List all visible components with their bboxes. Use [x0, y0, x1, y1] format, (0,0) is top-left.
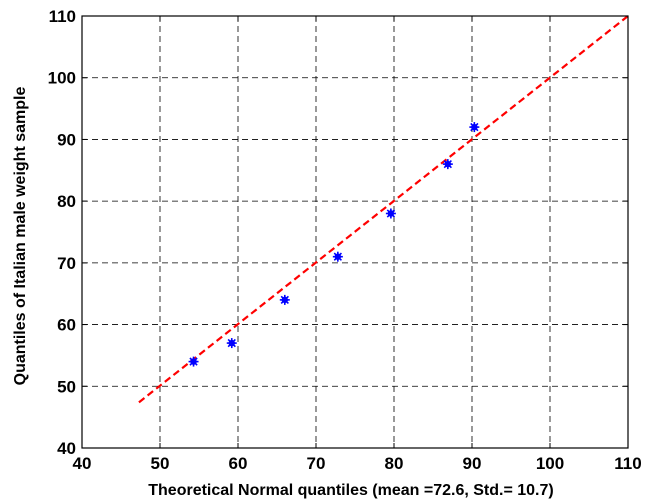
x-axis-ticks: 40 50 60 70 80 90 100 110 [73, 16, 642, 473]
y-tick-label: 70 [57, 254, 76, 273]
y-tick-label: 100 [48, 69, 76, 88]
x-tick-label: 90 [463, 454, 482, 473]
y-tick-label: 110 [49, 7, 76, 26]
y-tick-label: 80 [57, 192, 76, 211]
y-axis-label: Quantiles of Italian male weight sample [12, 87, 29, 386]
axes-box [81, 15, 629, 449]
x-tick-label: 60 [229, 454, 248, 473]
data-point [469, 122, 480, 133]
reference-fit-line [138, 15, 629, 404]
data-point [188, 356, 199, 367]
data-points-layer [188, 122, 480, 367]
x-tick-label: 40 [73, 454, 92, 473]
y-tick-label: 60 [57, 316, 76, 335]
x-tick-label: 50 [151, 454, 170, 473]
reference-line-layer [138, 15, 629, 404]
data-point [385, 208, 396, 219]
y-tick-label: 90 [57, 130, 76, 149]
y-tick-label: 40 [57, 439, 76, 458]
x-axis-label: Theoretical Normal quantiles (mean =72.6… [148, 482, 553, 499]
x-tick-label: 100 [536, 454, 564, 473]
x-tick-label: 80 [385, 454, 404, 473]
x-tick-label: 70 [307, 454, 326, 473]
x-tick-label: 110 [614, 454, 641, 473]
data-point [279, 294, 290, 305]
data-point [332, 251, 343, 262]
grid-lines [82, 16, 628, 448]
data-point [226, 338, 237, 349]
data-point [442, 159, 453, 170]
y-tick-label: 50 [57, 377, 76, 396]
y-axis-ticks: 40 50 60 70 80 90 100 110 [48, 7, 628, 458]
